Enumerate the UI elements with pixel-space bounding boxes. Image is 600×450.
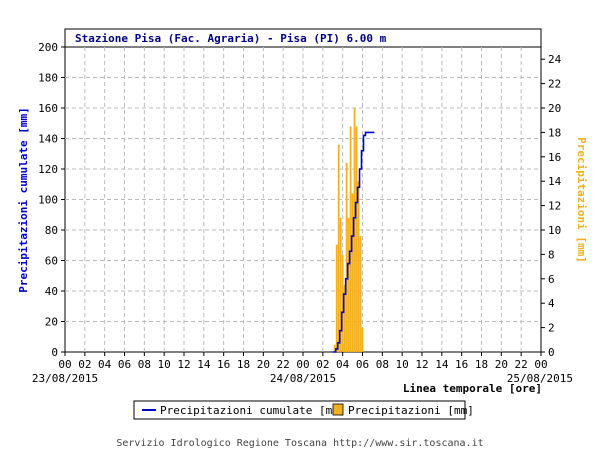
footer-credit: Servizio Idrologico Regione Toscana http…	[116, 438, 483, 449]
x-tick-label: 02	[78, 358, 91, 371]
right-tick-label: 6	[548, 273, 555, 286]
legend-label-cumulative: Precipitazioni cumulate [mm]	[160, 404, 345, 417]
x-tick-label: 00	[534, 358, 547, 371]
legend-bar-swatch	[332, 403, 344, 416]
right-tick-label: 8	[548, 248, 555, 261]
left-axis-ticks: 0 20 40 60 80 100 120 140 160 180 200	[38, 41, 65, 359]
precipitation-bar	[353, 108, 356, 352]
left-tick-label: 180	[38, 72, 58, 85]
right-tick-label: 18	[548, 126, 561, 139]
x-tick-label: 08	[376, 358, 389, 371]
date-label: 24/08/2015	[270, 372, 336, 385]
left-tick-label: 0	[51, 346, 58, 359]
grid	[65, 47, 541, 352]
date-label: 23/08/2015	[32, 372, 98, 385]
chart-title: Stazione Pisa (Fac. Agraria) - Pisa (PI)…	[75, 32, 387, 45]
x-axis-label: Linea temporale [ore]	[403, 382, 542, 395]
x-tick-label: 22	[277, 358, 290, 371]
x-tick-label: 22	[515, 358, 528, 371]
right-tick-label: 10	[548, 224, 561, 237]
x-tick-label: 00	[296, 358, 309, 371]
right-tick-label: 0	[548, 346, 555, 359]
cumulative-line	[332, 131, 375, 353]
precipitation-bar	[335, 244, 338, 352]
precipitation-bar	[341, 254, 344, 352]
x-axis-ticks: 00 02 04 06 08 10 12 14 16 18 20 22 00 02 04 06 08 10 12 14…	[58, 352, 548, 371]
date-label: 25/08/2015	[507, 372, 573, 385]
precipitation-bar	[347, 217, 350, 352]
x-tick-label: 20	[257, 358, 270, 371]
date-labels: 23/08/2015 24/08/2015 25/08/2015	[32, 372, 573, 385]
left-tick-label: 40	[45, 285, 58, 298]
x-tick-label: 20	[495, 358, 508, 371]
legend-label-precip: Precipitazioni [mm]	[348, 404, 474, 417]
x-tick-label: 08	[138, 358, 151, 371]
precipitation-bar	[343, 284, 346, 352]
right-tick-label: 24	[548, 53, 562, 66]
right-tick-label: 20	[548, 102, 561, 115]
precipitation-bar	[349, 126, 352, 352]
x-tick-label: 10	[158, 358, 171, 371]
precipitation-bar	[345, 162, 348, 352]
precipitation-bar	[333, 344, 336, 352]
precipitation-bar	[359, 236, 362, 352]
precipitation-bar	[361, 327, 364, 352]
legend: Precipitazioni cumulate [mm] Precipitazi…	[133, 400, 474, 420]
x-tick-label: 14	[197, 358, 211, 371]
right-tick-label: 16	[548, 151, 561, 164]
precipitation-bars	[333, 108, 364, 352]
x-tick-label: 00	[58, 358, 71, 371]
x-tick-label: 12	[415, 358, 428, 371]
x-tick-label: 02	[316, 358, 329, 371]
x-tick-label: 18	[237, 358, 250, 371]
legend-box	[133, 400, 466, 420]
x-tick-label: 12	[177, 358, 190, 371]
right-tick-label: 22	[548, 78, 561, 91]
right-axis-label: Precipitazioni [mm]	[575, 137, 588, 263]
left-tick-label: 100	[38, 194, 58, 207]
x-tick-label: 04	[98, 358, 112, 371]
x-tick-label: 16	[455, 358, 468, 371]
right-tick-label: 4	[548, 297, 555, 310]
right-tick-label: 12	[548, 200, 561, 213]
x-tick-label: 06	[356, 358, 369, 371]
x-tick-label: 06	[118, 358, 131, 371]
right-tick-label: 14	[548, 175, 562, 188]
left-tick-label: 120	[38, 163, 58, 176]
x-tick-label: 14	[435, 358, 449, 371]
x-tick-label: 18	[475, 358, 488, 371]
cumulative-line-layer	[332, 131, 375, 353]
left-axis-label: Precipitazioni cumulate [mm]	[17, 107, 30, 292]
left-tick-label: 140	[38, 133, 58, 146]
precipitation-bar	[357, 181, 360, 352]
precipitation-bar	[355, 126, 358, 352]
x-tick-label: 16	[217, 358, 230, 371]
left-tick-label: 160	[38, 102, 58, 115]
right-tick-label: 2	[548, 322, 555, 335]
x-tick-label: 04	[336, 358, 350, 371]
left-tick-label: 60	[45, 255, 58, 268]
left-tick-label: 20	[45, 316, 58, 329]
left-tick-label: 80	[45, 224, 58, 237]
left-tick-label: 200	[38, 41, 58, 54]
precipitation-bar	[351, 193, 354, 352]
x-tick-label: 10	[396, 358, 409, 371]
precipitation-bar	[337, 144, 340, 352]
precipitation-bar	[339, 217, 342, 352]
